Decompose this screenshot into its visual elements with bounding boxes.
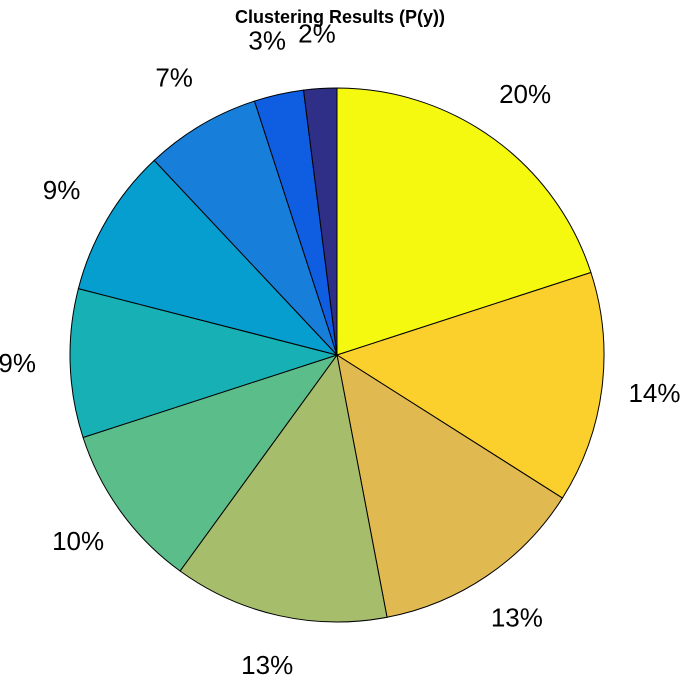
pie-slice [302, 87, 338, 356]
data-label: 13% [491, 603, 543, 633]
data-label: 7% [155, 62, 193, 92]
data-label: 20% [499, 79, 551, 109]
pie-slice [153, 100, 338, 356]
data-label: 9% [43, 175, 81, 205]
data-label: 13% [241, 650, 293, 680]
pie-slice [336, 87, 592, 356]
data-label: 10% [52, 526, 104, 556]
pie-slice [69, 287, 339, 439]
pie-slice [82, 354, 339, 572]
pie-slice [336, 353, 564, 618]
data-label: 9% [0, 348, 36, 378]
pie-slice [335, 271, 605, 499]
pie-slice [77, 159, 339, 356]
chart-title: Clustering Results (P(y)) [235, 7, 445, 27]
data-label: 14% [628, 378, 680, 408]
pie-slice [179, 353, 388, 623]
data-label: 2% [298, 19, 336, 49]
data-label: 3% [248, 26, 286, 56]
